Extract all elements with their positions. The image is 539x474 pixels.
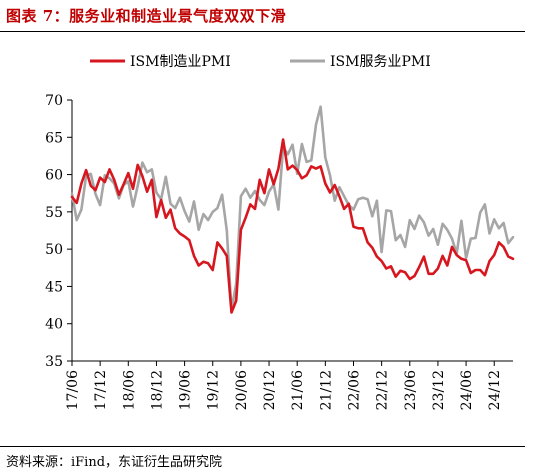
legend-label-services: ISM服务业PMI — [330, 54, 431, 70]
x-tick-label: 21/06 — [290, 370, 306, 410]
y-tick-label: 45 — [45, 279, 63, 295]
y-tick-label: 55 — [45, 205, 63, 221]
x-tick-label: 24/06 — [459, 370, 475, 410]
x-tick-label: 21/12 — [318, 370, 334, 410]
x-tick-label: 20/12 — [262, 370, 278, 410]
y-tick-label: 40 — [45, 317, 63, 333]
y-tick-label: 35 — [45, 354, 63, 370]
x-tick-label: 17/12 — [93, 370, 109, 410]
x-tick-label: 23/12 — [431, 370, 447, 410]
y-tick-label: 60 — [45, 168, 63, 184]
x-axis: 17/06 17/12 18/06 18/12 19/06 19/12 20/06 20/12… — [65, 360, 513, 410]
series-line-manufacturing-pmi — [70, 138, 515, 314]
figure-title: 图表 7：服务业和制造业景气度双双下滑 — [6, 7, 287, 25]
x-tick-label: 24/12 — [487, 370, 503, 410]
y-tick-label: 50 — [45, 242, 63, 258]
y-tick-label: 70 — [45, 93, 63, 109]
x-tick-label: 22/06 — [346, 370, 362, 410]
x-tick-label: 19/12 — [206, 370, 222, 410]
bottom-rule — [0, 446, 525, 447]
x-tick-label: 17/06 — [65, 370, 81, 410]
x-tick-label: 22/12 — [375, 370, 391, 410]
chart-legend: ISM制造业PMI ISM服务业PMI — [90, 54, 431, 70]
top-rule — [0, 31, 525, 32]
line-chart: ISM制造业PMI ISM服务业PMI 35 40 45 50 55 60 65 70 17/… — [45, 54, 515, 410]
y-axis: 35 40 45 50 55 60 65 70 — [45, 93, 73, 370]
x-tick-label: 18/12 — [149, 370, 165, 410]
y-tick-label: 65 — [45, 130, 63, 146]
x-tick-label: 23/06 — [403, 370, 419, 410]
x-tick-label: 20/06 — [234, 370, 250, 410]
source-note: 资料来源：iFind，东证衍生品研究院 — [6, 455, 223, 470]
series-layer — [70, 105, 515, 314]
x-tick-label: 18/06 — [121, 370, 137, 410]
legend-label-manufacturing: ISM制造业PMI — [130, 54, 231, 70]
x-tick-label: 19/06 — [178, 370, 194, 410]
series-line-services-pmi — [70, 105, 515, 312]
